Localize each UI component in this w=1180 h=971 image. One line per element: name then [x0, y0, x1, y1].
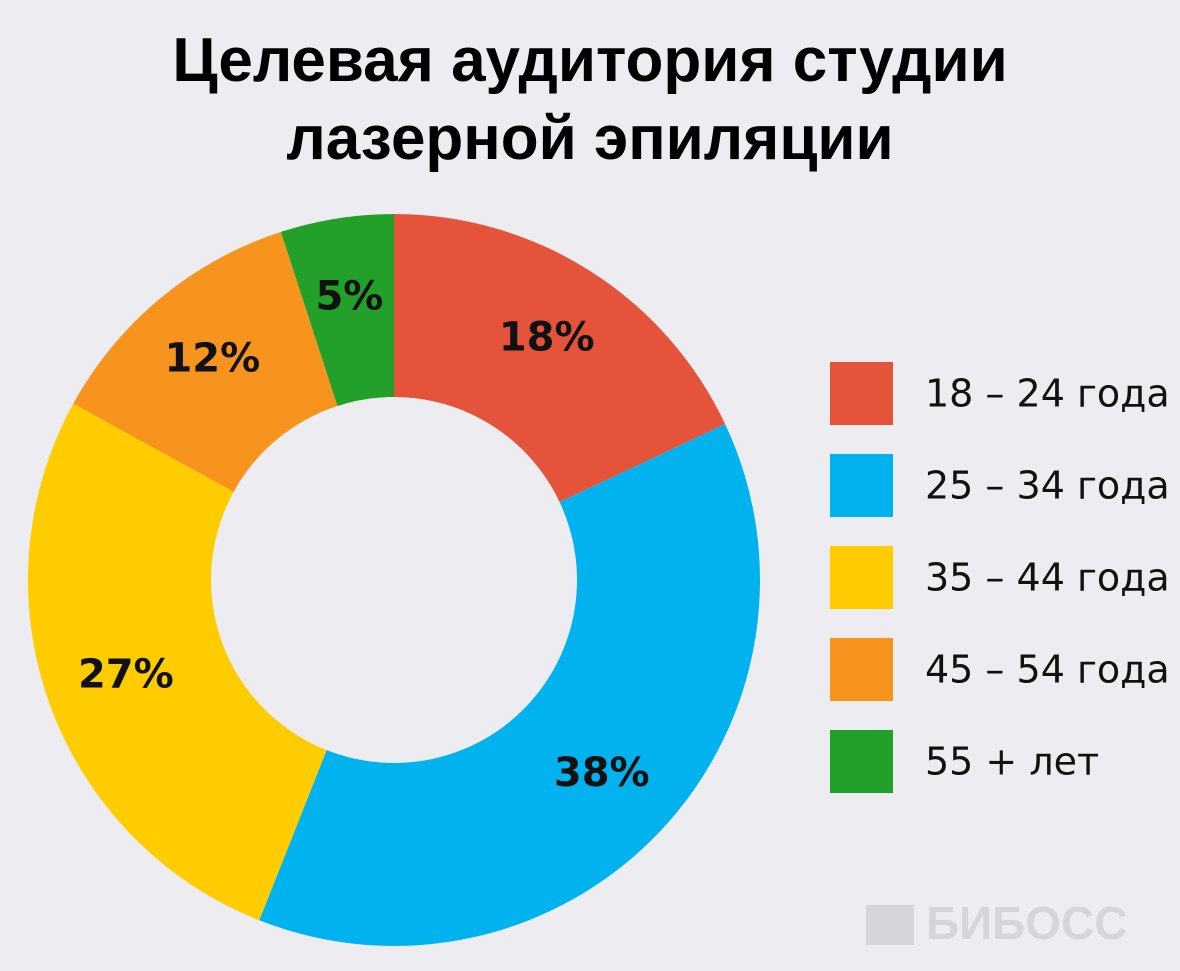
legend-label: 55 + лет	[925, 740, 1099, 784]
legend-label: 45 – 54 года	[925, 648, 1170, 692]
donut-segment	[73, 231, 338, 492]
value-label: 38%	[554, 750, 650, 796]
legend-label: 18 – 24 года	[925, 372, 1170, 416]
value-label: 27%	[78, 652, 174, 698]
watermark-icon	[866, 905, 914, 945]
value-label: 5%	[315, 274, 383, 320]
legend-label: 25 – 34 года	[925, 464, 1170, 508]
legend-swatch	[830, 454, 893, 517]
legend-swatch	[830, 362, 893, 425]
value-label: 18%	[499, 314, 595, 360]
donut-segment	[394, 214, 726, 503]
legend-swatch	[830, 546, 893, 609]
legend-label: 35 – 44 года	[925, 556, 1170, 600]
donut-segment	[280, 214, 394, 406]
value-label: 12%	[164, 335, 260, 381]
legend-swatch	[830, 638, 893, 701]
donut-segment	[28, 403, 327, 921]
donut-segment	[259, 424, 760, 946]
legend-swatch	[830, 730, 893, 793]
watermark: БИБОСС	[926, 897, 1127, 949]
chart-title: Целевая аудитория студии лазерной эпиляц…	[172, 26, 1008, 173]
